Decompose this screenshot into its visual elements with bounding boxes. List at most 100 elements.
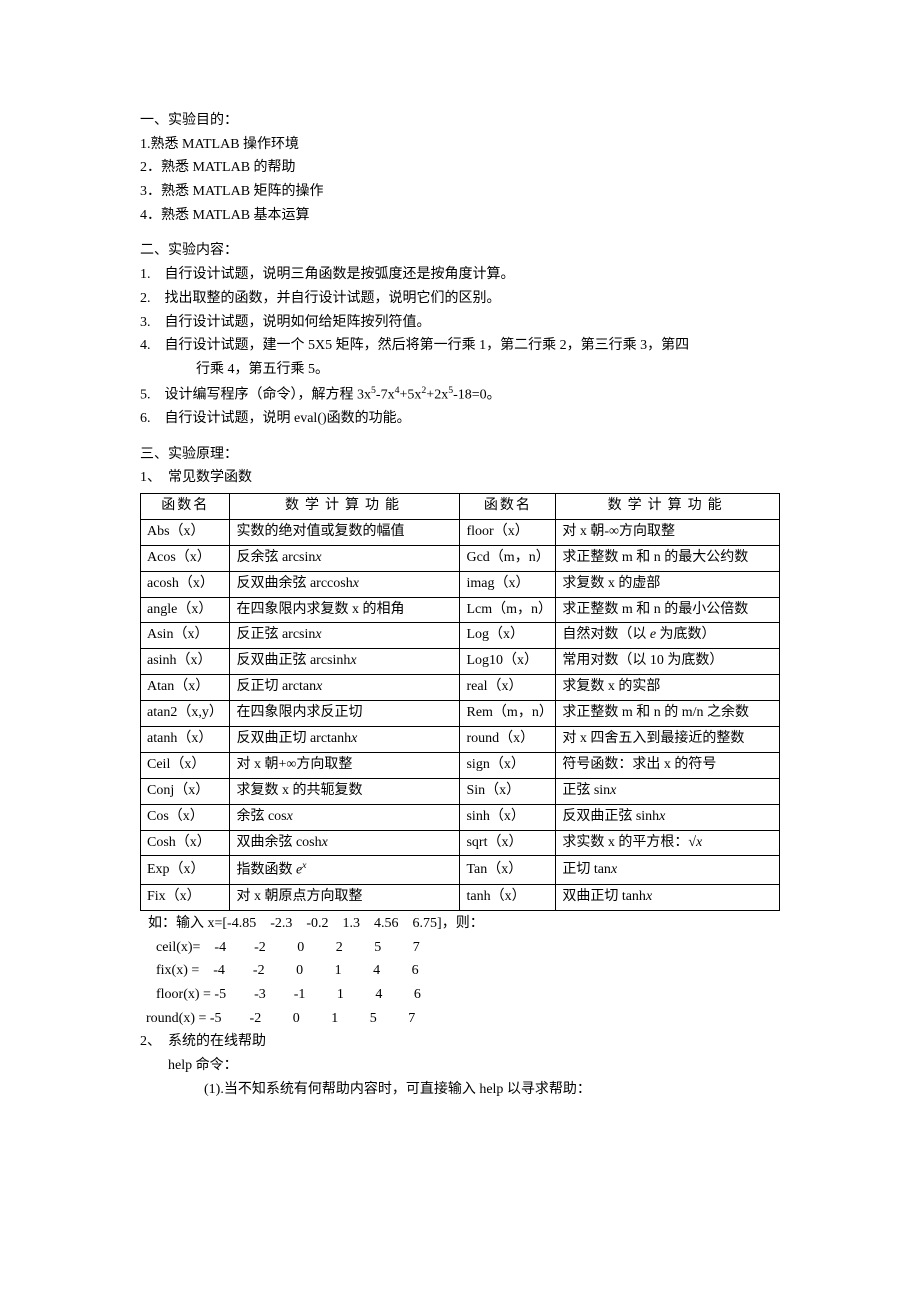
example-line-5: round(x) = -5 -2 0 1 5 7 — [140, 1008, 780, 1030]
section-2-title: 二、实验内容： — [140, 240, 780, 262]
table-cell: 求复数 x 的实部 — [556, 675, 780, 701]
table-row: Asin（x）反正弦 arcsinxLog（x）自然对数（以 e 为底数） — [141, 623, 780, 649]
table-cell: 反双曲正弦 arcsinhx — [230, 649, 460, 675]
table-cell: Cosh（x） — [141, 830, 230, 856]
table-cell: atanh（x） — [141, 726, 230, 752]
sec2-item-5: 5. 设计编写程序（命令），解方程 3x5-7x4+5x2+2x5-18=0。 — [140, 383, 780, 406]
table-cell: tanh（x） — [460, 884, 556, 910]
table-cell: Log10（x） — [460, 649, 556, 675]
table-row: Conj（x）求复数 x 的共轭复数Sin（x）正弦 sinx — [141, 778, 780, 804]
th-desc-1: 数学计算功能 — [230, 493, 460, 519]
table-row: Exp（x）指数函数 exTan（x）正切 tanx — [141, 856, 780, 885]
functions-table: 函数名 数学计算功能 函数名 数学计算功能 Abs（x）实数的绝对值或复数的幅值… — [140, 493, 780, 911]
sec2-item-4a: 4. 自行设计试题，建一个 5X5 矩阵，然后将第一行乘 1，第二行乘 2，第三… — [140, 335, 780, 357]
table-cell: angle（x） — [141, 597, 230, 623]
table-cell: 求正整数 m 和 n 的最大公约数 — [556, 545, 780, 571]
table-cell: 求复数 x 的虚部 — [556, 571, 780, 597]
table-cell: Cos（x） — [141, 804, 230, 830]
table-row: atan2（x,y）在四象限内求反正切Rem（m，n）求正整数 m 和 n 的 … — [141, 701, 780, 727]
sec2-item-1: 1. 自行设计试题，说明三角函数是按弧度还是按角度计算。 — [140, 264, 780, 286]
th-desc-2: 数学计算功能 — [556, 493, 780, 519]
table-cell: Exp（x） — [141, 856, 230, 885]
table-cell: 自然对数（以 e 为底数） — [556, 623, 780, 649]
example-line-3: fix(x) = -4 -2 0 1 4 6 — [140, 960, 780, 982]
table-cell: 反正切 arctanx — [230, 675, 460, 701]
table-cell: sinh（x） — [460, 804, 556, 830]
example-line-2: ceil(x)= -4 -2 0 2 5 7 — [140, 937, 780, 959]
table-cell: Tan（x） — [460, 856, 556, 885]
table-cell: 双曲余弦 coshx — [230, 830, 460, 856]
table-row: acosh（x）反双曲余弦 arccoshximag（x）求复数 x 的虚部 — [141, 571, 780, 597]
table-cell: imag（x） — [460, 571, 556, 597]
table-cell: 符号函数：求出 x 的符号 — [556, 752, 780, 778]
help-desc-1: (1).当不知系统有何帮助内容时，可直接输入 help 以寻求帮助： — [140, 1079, 780, 1101]
table-cell: 双曲正切 tanhx — [556, 884, 780, 910]
table-cell: 余弦 cosx — [230, 804, 460, 830]
table-row: Acos（x）反余弦 arcsinxGcd（m，n）求正整数 m 和 n 的最大… — [141, 545, 780, 571]
table-row: Abs（x）实数的绝对值或复数的幅值floor（x）对 x 朝-∞方向取整 — [141, 519, 780, 545]
table-cell: 实数的绝对值或复数的幅值 — [230, 519, 460, 545]
table-cell: Ceil（x） — [141, 752, 230, 778]
table-cell: round（x） — [460, 726, 556, 752]
th-name-2: 函数名 — [460, 493, 556, 519]
table-cell: 指数函数 ex — [230, 856, 460, 885]
table-cell: 反双曲正切 arctanhx — [230, 726, 460, 752]
table-cell: 对 x 朝-∞方向取整 — [556, 519, 780, 545]
table-row: asinh（x）反双曲正弦 arcsinhxLog10（x）常用对数（以 10 … — [141, 649, 780, 675]
document-page: 一、实验目的： 1.熟悉 MATLAB 操作环境 2．熟悉 MATLAB 的帮助… — [0, 0, 920, 1162]
table-row: Cosh（x）双曲余弦 coshxsqrt（x）求实数 x 的平方根：√x — [141, 830, 780, 856]
sec3-sub1: 1、 常见数学函数 — [140, 467, 780, 489]
table-cell: sign（x） — [460, 752, 556, 778]
table-cell: Acos（x） — [141, 545, 230, 571]
table-cell: acosh（x） — [141, 571, 230, 597]
eq-pre: 5. 设计编写程序（命令），解方程 3x — [140, 387, 371, 402]
sec1-item-2: 2．熟悉 MATLAB 的帮助 — [140, 157, 780, 179]
table-cell: Atan（x） — [141, 675, 230, 701]
table-cell: 反余弦 arcsinx — [230, 545, 460, 571]
table-cell: real（x） — [460, 675, 556, 701]
sec3-sub2: 2、 系统的在线帮助 — [140, 1031, 780, 1053]
help-cmd: help 命令： — [140, 1055, 780, 1077]
table-cell: 求正整数 m 和 n 的最小公倍数 — [556, 597, 780, 623]
table-cell: Sin（x） — [460, 778, 556, 804]
table-cell: asinh（x） — [141, 649, 230, 675]
section-1-title: 一、实验目的： — [140, 110, 780, 132]
sec1-item-4: 4．熟悉 MATLAB 基本运算 — [140, 205, 780, 227]
th-name-1: 函数名 — [141, 493, 230, 519]
table-cell: Abs（x） — [141, 519, 230, 545]
table-cell: Rem（m，n） — [460, 701, 556, 727]
table-cell: Asin（x） — [141, 623, 230, 649]
sec1-item-3: 3．熟悉 MATLAB 矩阵的操作 — [140, 181, 780, 203]
sec2-item-2: 2. 找出取整的函数，并自行设计试题，说明它们的区别。 — [140, 288, 780, 310]
table-cell: 正弦 sinx — [556, 778, 780, 804]
table-header-row: 函数名 数学计算功能 函数名 数学计算功能 — [141, 493, 780, 519]
table-cell: 对 x 四舍五入到最接近的整数 — [556, 726, 780, 752]
sec1-item-1: 1.熟悉 MATLAB 操作环境 — [140, 134, 780, 156]
table-cell: 反正弦 arcsinx — [230, 623, 460, 649]
section-3-title: 三、实验原理： — [140, 444, 780, 466]
table-cell: 对 x 朝原点方向取整 — [230, 884, 460, 910]
example-line-1: 如：输入 x=[-4.85 -2.3 -0.2 1.3 4.56 6.75]，则… — [140, 913, 780, 935]
table-cell: 反双曲余弦 arccoshx — [230, 571, 460, 597]
sec2-item-3: 3. 自行设计试题，说明如何给矩阵按列符值。 — [140, 312, 780, 334]
sec2-item-6: 6. 自行设计试题，说明 eval()函数的功能。 — [140, 408, 780, 430]
table-row: atanh（x）反双曲正切 arctanhxround（x）对 x 四舍五入到最… — [141, 726, 780, 752]
table-cell: 在四象限内求反正切 — [230, 701, 460, 727]
table-cell: 正切 tanx — [556, 856, 780, 885]
table-cell: 求实数 x 的平方根：√x — [556, 830, 780, 856]
table-row: angle（x）在四象限内求复数 x 的相角Lcm（m，n）求正整数 m 和 n… — [141, 597, 780, 623]
table-cell: Log（x） — [460, 623, 556, 649]
table-row: Atan（x）反正切 arctanxreal（x）求复数 x 的实部 — [141, 675, 780, 701]
table-cell: 常用对数（以 10 为底数） — [556, 649, 780, 675]
table-cell: 求正整数 m 和 n 的 m/n 之余数 — [556, 701, 780, 727]
table-cell: sqrt（x） — [460, 830, 556, 856]
sec2-item-4b: 行乘 4，第五行乘 5。 — [140, 359, 780, 381]
table-cell: Fix（x） — [141, 884, 230, 910]
example-line-4: floor(x) = -5 -3 -1 1 4 6 — [140, 984, 780, 1006]
table-cell: Conj（x） — [141, 778, 230, 804]
table-cell: 反双曲正弦 sinhx — [556, 804, 780, 830]
table-cell: 对 x 朝+∞方向取整 — [230, 752, 460, 778]
table-cell: Lcm（m，n） — [460, 597, 556, 623]
table-cell: floor（x） — [460, 519, 556, 545]
table-cell: Gcd（m，n） — [460, 545, 556, 571]
